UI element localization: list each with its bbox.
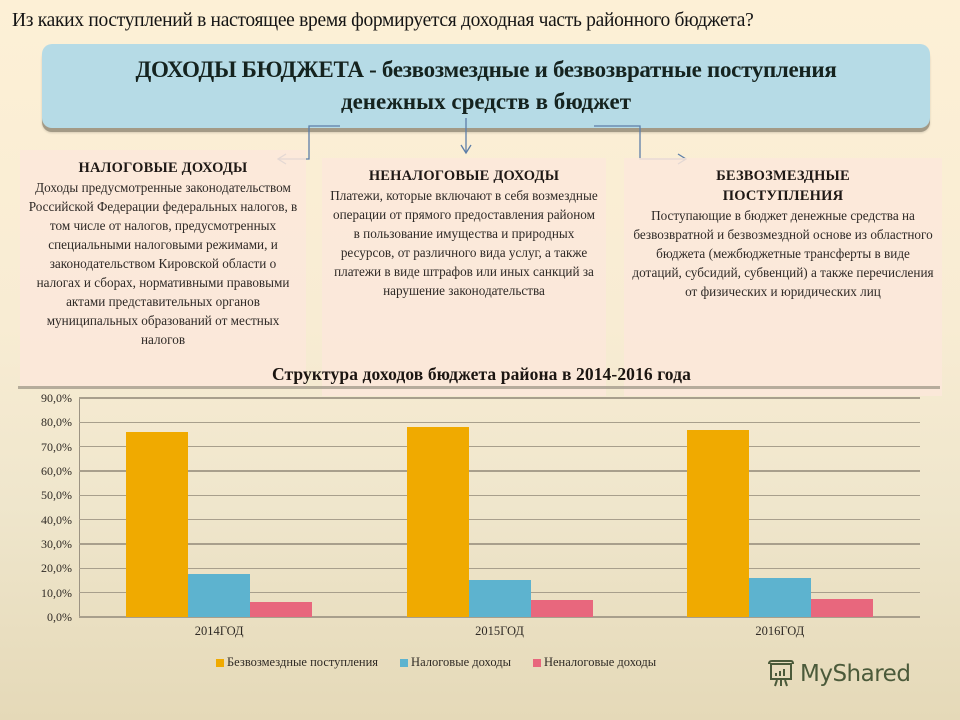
y-tick-label: 70,0%	[41, 439, 72, 454]
bar	[250, 601, 313, 617]
y-axis-line	[79, 398, 80, 617]
legend-swatch-icon	[400, 658, 409, 667]
gridline	[79, 397, 920, 399]
card-body: Платежи, которые включают в себя возмезд…	[330, 188, 598, 298]
y-tick-label: 20,0%	[41, 561, 72, 576]
bar	[686, 429, 749, 617]
banner-line-1: ДОХОДЫ БЮДЖЕТА - безвозмездные и безвозв…	[42, 54, 930, 86]
bar	[530, 599, 593, 617]
y-tick-label: 80,0%	[41, 415, 72, 430]
legend-item: Налоговые доходы	[400, 655, 511, 670]
bar-chart-plot	[79, 397, 920, 618]
y-tick-label: 40,0%	[41, 512, 72, 527]
gridline	[79, 543, 920, 545]
card-non-tax-income: НЕНАЛОГОВЫЕ ДОХОДЫ Платежи, которые вклю…	[322, 158, 606, 396]
gridline	[79, 494, 920, 497]
arrow-right-icon	[594, 125, 686, 160]
legend-item: Неналоговые доходы	[532, 655, 657, 670]
chart-legend: Безвозмездные поступления Налоговые доход…	[216, 655, 656, 670]
card-title: БЕЗВОЗМЕЗДНЫЕ ПОСТУПЛЕНИЯ	[716, 168, 850, 204]
legend-label: Безвозмездные поступления	[227, 655, 379, 669]
gridline	[79, 421, 920, 424]
card-body: Доходы предусмотренные законодательством…	[28, 180, 298, 347]
bar	[810, 599, 873, 617]
y-tick-label: 0,0%	[47, 610, 72, 624]
watermark-text: MyShared	[800, 661, 911, 687]
card-title: НАЛОГОВЫЕ ДОХОДЫ	[78, 160, 248, 176]
gridline	[79, 616, 920, 618]
y-tick-label: 90,0%	[41, 391, 72, 405]
banner-title-bold: ДОХОДЫ БЮДЖЕТА	[135, 57, 364, 82]
legend-label: Налоговые доходы	[411, 655, 511, 669]
bar	[406, 426, 469, 617]
gridline	[79, 567, 920, 570]
legend-swatch-icon	[216, 658, 224, 667]
gridline	[79, 518, 920, 521]
budget-income-definition-banner: ДОХОДЫ БЮДЖЕТА - безвозмездные и безвозв…	[42, 44, 930, 128]
bar	[468, 580, 531, 617]
bar	[126, 431, 189, 617]
banner-line-2: денежных средств в бюджет	[340, 89, 632, 114]
y-tick-label: 10,0%	[41, 585, 72, 600]
bar	[188, 573, 251, 617]
x-tick-label: 2014ГОД	[194, 624, 244, 638]
x-tick-label: 2015ГОД	[475, 624, 524, 638]
y-tick-label: 50,0%	[41, 488, 72, 503]
chart-title: Структура доходов бюджета района в 2014-…	[272, 364, 691, 384]
legend-swatch-icon	[532, 658, 541, 667]
y-tick-label: 60,0%	[41, 464, 72, 478]
x-tick-label: 2016ГОД	[755, 624, 805, 638]
legend-label: Неналоговые доходы	[543, 655, 657, 669]
presentation-board-icon	[768, 660, 794, 687]
card-gratuitous-receipts: БЕЗВОЗМЕЗДНЫЕ ПОСТУПЛЕНИЯ Поступающие в …	[624, 158, 942, 396]
card-title: НЕНАЛОГОВЫЕ ДОХОДЫ	[368, 168, 560, 184]
watermark-logo: MyShared	[766, 656, 911, 692]
card-tax-income: НАЛОГОВЫЕ ДОХОДЫ Доходы предусмотренные …	[20, 150, 306, 388]
banner-title-rest: - безвозмездные и безвозвратные поступле…	[363, 57, 837, 82]
gridline	[79, 445, 920, 448]
card-body: Поступающие в бюджет денежные средства н…	[632, 208, 934, 299]
y-tick-label: 30,0%	[41, 537, 72, 551]
gridline	[79, 470, 920, 472]
bar	[748, 578, 811, 617]
page-question: Из каких поступлений в настоящее время ф…	[12, 10, 754, 31]
legend-item: Безвозмездные поступления	[216, 655, 378, 670]
divider	[18, 386, 940, 389]
